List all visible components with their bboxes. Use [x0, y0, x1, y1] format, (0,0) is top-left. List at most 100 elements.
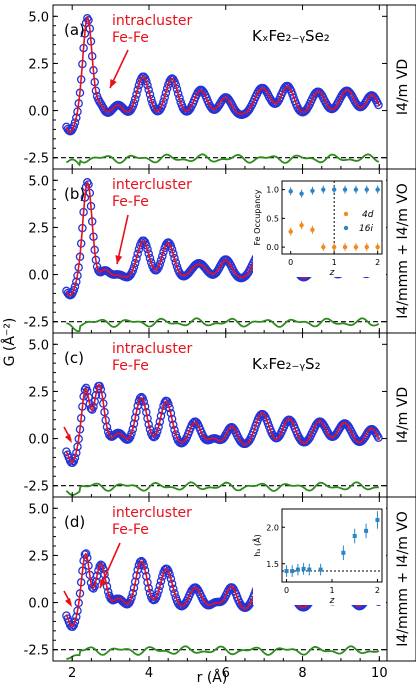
data-point [81, 549, 91, 558]
inset: 0 1 2 1.5 2.0 z hₐ (Å) [251, 503, 386, 606]
y-tick-label: -2.5 [24, 152, 49, 167]
data-point [137, 392, 146, 402]
legend-label-4d: 4d [362, 210, 374, 220]
data-point [96, 560, 106, 569]
inset-y-label: Fe Occupancy [253, 189, 262, 245]
data-point [161, 88, 171, 98]
panel-frame [52, 496, 388, 662]
data-point [225, 96, 235, 106]
data-point [156, 256, 166, 265]
y-tick-label: 5.0 [28, 502, 49, 517]
data-point [304, 435, 313, 444]
inset-x-label: z [329, 268, 335, 278]
data-series [62, 14, 383, 136]
y-tick-label: 0.0 [28, 105, 49, 120]
inset-y-tick: 0.5 [266, 214, 279, 223]
x-tick-label: 2 [68, 666, 76, 681]
inset-y-label: hₐ (Å) [251, 534, 262, 556]
y-tick-label: 2.5 [28, 221, 49, 236]
data-point [374, 433, 383, 442]
inset-x-tick: 1 [329, 586, 334, 595]
plot-area [53, 381, 387, 496]
y-tick-label: 5.0 [28, 338, 49, 353]
data-point [145, 253, 155, 263]
legend-marker-4d [343, 211, 349, 217]
inset-x-tick: 2 [375, 586, 380, 595]
panel-label: (c) [64, 349, 84, 367]
difference-curve [66, 645, 380, 660]
inset-point-16i [310, 188, 315, 193]
data-point [150, 595, 160, 604]
data-point [374, 100, 383, 110]
data-point [170, 253, 179, 263]
data-point [137, 556, 146, 566]
data-point [69, 286, 79, 295]
data-point [274, 432, 284, 441]
data-point [167, 579, 177, 588]
data-point [129, 98, 139, 108]
arrow-head [110, 79, 117, 88]
model-label: I4/mmm + I4/m VO [395, 511, 411, 647]
data-point [129, 262, 139, 272]
plot-area [53, 14, 387, 167]
inset-point-16i [321, 187, 326, 192]
data-point [130, 258, 140, 268]
inset-point-16i [342, 187, 348, 192]
data-point [99, 564, 108, 574]
model-label: I4/m VD [395, 59, 411, 115]
x-tick-label: 4 [145, 666, 153, 681]
data-point [287, 416, 296, 426]
data-point [126, 270, 135, 280]
data-point [126, 106, 135, 115]
data-point [133, 249, 142, 259]
inset-x-tick: 1 [332, 258, 337, 267]
data-point [158, 406, 167, 415]
data-point [70, 617, 80, 627]
model-label: I4/m VD [395, 387, 411, 443]
data-point [139, 397, 149, 406]
y-tick-label: -2.5 [24, 644, 49, 659]
data-point [69, 122, 79, 131]
annotation-line2: Fe-Fe [112, 30, 149, 46]
inset-y-tick: 2.0 [266, 523, 279, 532]
data-point [127, 429, 136, 438]
inset-point [295, 567, 300, 572]
inset-point-4d [364, 244, 369, 250]
y-tick-label: 2.5 [28, 57, 49, 72]
inset-y-tick: 0.0 [266, 243, 279, 252]
inset-point [341, 550, 346, 555]
data-point [170, 425, 179, 435]
fit-curve [65, 383, 380, 463]
data-point [139, 72, 149, 82]
inset-point-4d [353, 244, 359, 250]
inset-point-4d [342, 244, 348, 250]
data-point [192, 418, 201, 427]
data-point [165, 570, 174, 579]
panel-label: (d) [64, 513, 85, 531]
y-tick-label: 2.5 [28, 549, 49, 564]
inset-x-label: z [329, 596, 335, 606]
data-point [139, 561, 149, 570]
inset-point [364, 528, 369, 533]
annotation-line2: Fe-Fe [112, 358, 149, 374]
inset-point-4d [299, 223, 304, 228]
inset-x-tick: 2 [375, 258, 380, 267]
data-point [132, 254, 141, 263]
annotation-line1: intracluster [112, 13, 192, 29]
inset-point [284, 569, 289, 574]
y-tick-label: 0.0 [28, 597, 49, 612]
inset-point-4d [321, 244, 326, 250]
data-point [70, 118, 80, 127]
data-point [155, 260, 165, 269]
x-axis-label: r (Å) [197, 669, 228, 686]
difference-curve [65, 153, 380, 167]
inset-point [307, 567, 312, 572]
inset-point-16i [299, 191, 304, 196]
x-tick-label: 10 [371, 666, 388, 681]
inset-point-4d [375, 244, 380, 250]
annotation-line2: Fe-Fe [112, 194, 149, 210]
